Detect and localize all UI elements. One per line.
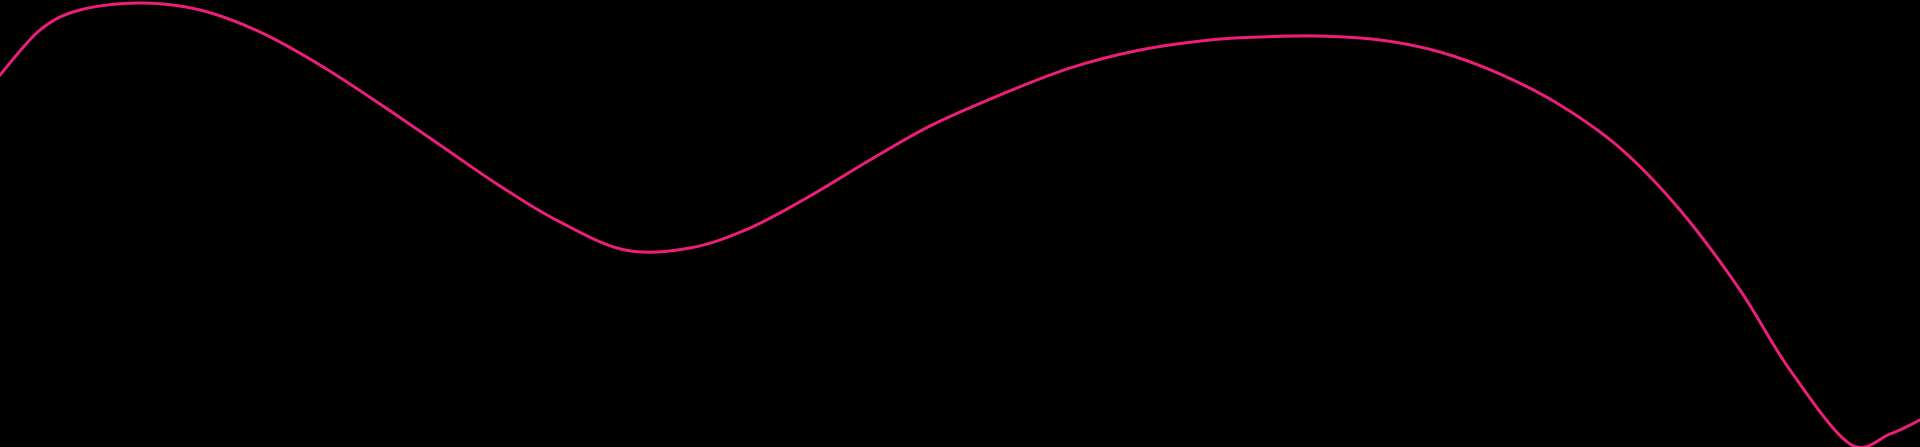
- wave-curve-path: [0, 1, 1920, 447]
- sine-wave-graphic: [0, 0, 1920, 447]
- wave-canvas: [0, 0, 1920, 447]
- background-rect: [0, 0, 1920, 447]
